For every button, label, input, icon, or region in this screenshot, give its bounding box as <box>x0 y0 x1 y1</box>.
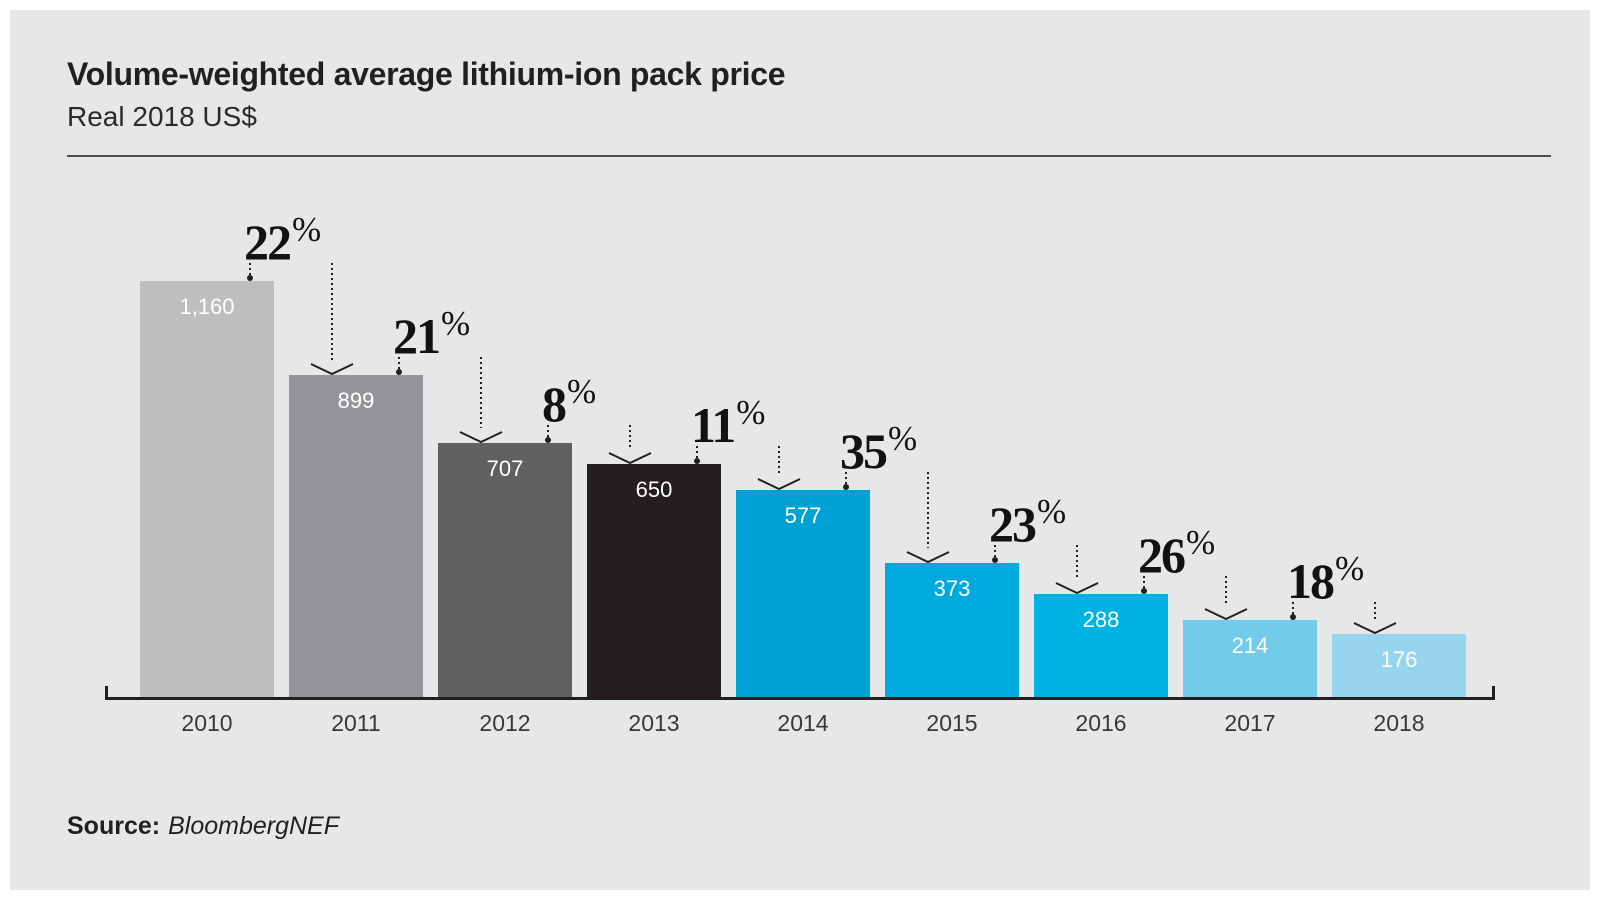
arrow-origin-dotted-line <box>696 446 698 461</box>
arrow-origin-dotted-line <box>1292 602 1294 617</box>
arrow-origin-dot <box>396 369 402 375</box>
arrow-origin-dot <box>545 437 551 443</box>
decline-arrow-dotted-line <box>629 425 631 449</box>
bar-2011 <box>289 375 423 697</box>
decline-arrow-dotted-line <box>927 472 929 548</box>
arrow-origin-dot <box>843 484 849 490</box>
decline-arrowhead-icon <box>1055 581 1099 595</box>
bar-value-label: 1,160 <box>179 294 235 319</box>
x-axis-label-2012: 2012 <box>479 710 531 736</box>
pct-change-value: 21 <box>393 308 441 364</box>
pct-change-value: 18 <box>1287 553 1335 609</box>
bar-2010 <box>140 281 274 697</box>
pct-change-label: 8% <box>542 374 596 429</box>
arrow-origin-dot <box>694 458 700 464</box>
decline-arrowhead-icon <box>459 430 503 444</box>
decline-arrowhead-icon <box>310 362 354 376</box>
percent-sign: % <box>736 393 766 432</box>
pct-change-label: 23% <box>989 494 1066 549</box>
x-axis-label-2010: 2010 <box>181 710 233 736</box>
arrow-origin-dot <box>247 275 253 281</box>
x-axis-label-2016: 2016 <box>1075 710 1127 736</box>
pct-change-label: 11% <box>691 395 765 450</box>
source-label: Source: <box>67 812 161 840</box>
bar-value-label: 899 <box>337 388 375 413</box>
arrow-origin-dotted-line <box>1143 576 1145 591</box>
bar-value-label: 288 <box>1082 607 1120 632</box>
pct-change-value: 23 <box>989 496 1037 552</box>
decline-arrow-dotted-line <box>1076 545 1078 579</box>
percent-sign: % <box>292 210 322 249</box>
decline-arrow-dotted-line <box>331 263 333 360</box>
pct-change-value: 35 <box>840 423 888 479</box>
pct-change-label: 18% <box>1287 551 1364 606</box>
bar-value-label: 176 <box>1380 647 1418 672</box>
bar-value-label: 214 <box>1231 633 1269 658</box>
pct-change-value: 22 <box>244 214 292 270</box>
arrow-origin-dotted-line <box>249 263 251 278</box>
arrow-origin-dot <box>1290 614 1296 620</box>
x-axis-left-end-tick <box>105 686 108 698</box>
decline-arrow-dotted-line <box>1374 602 1376 619</box>
x-axis-right-end-tick <box>1492 686 1495 698</box>
bar-2017 <box>1183 620 1317 697</box>
x-axis-label-2011: 2011 <box>331 710 381 736</box>
decline-arrow-dotted-line <box>480 357 482 428</box>
arrow-origin-dot <box>992 557 998 563</box>
arrow-origin-dot <box>1141 588 1147 594</box>
pct-change-label: 22% <box>244 212 321 267</box>
percent-sign: % <box>1335 549 1365 588</box>
header-divider <box>67 155 1551 157</box>
bar-2015 <box>885 563 1019 697</box>
x-axis-label-2017: 2017 <box>1224 710 1276 736</box>
pct-change-label: 26% <box>1138 525 1215 580</box>
bar-2018 <box>1332 634 1466 697</box>
decline-arrowhead-icon <box>906 550 950 564</box>
percent-sign: % <box>1186 523 1216 562</box>
pct-change-label: 21% <box>393 306 470 361</box>
percent-sign: % <box>888 419 918 458</box>
bar-value-label: 650 <box>635 477 673 502</box>
bar-value-label: 373 <box>933 576 971 601</box>
arrow-origin-dotted-line <box>845 472 847 487</box>
bar-value-label: 707 <box>486 456 524 481</box>
bar-2013 <box>587 464 721 697</box>
percent-sign: % <box>567 372 597 411</box>
percent-sign: % <box>441 304 471 343</box>
arrow-origin-dotted-line <box>994 545 996 560</box>
percent-sign: % <box>1037 492 1067 531</box>
bar-2016 <box>1034 594 1168 697</box>
chart-subtitle: Real 2018 US$ <box>67 101 257 132</box>
x-axis-label-2015: 2015 <box>926 710 978 736</box>
pct-change-value: 26 <box>1138 527 1186 583</box>
x-axis-line <box>105 697 1495 700</box>
bar-value-label: 577 <box>784 503 822 528</box>
bar-2014 <box>736 490 870 697</box>
decline-arrowhead-icon <box>1204 607 1248 621</box>
decline-arrowhead-icon <box>1353 621 1397 635</box>
pct-change-label: 35% <box>840 421 917 476</box>
x-axis-label-2018: 2018 <box>1373 710 1425 736</box>
x-axis-label-2013: 2013 <box>628 710 680 736</box>
x-axis-label-2014: 2014 <box>777 710 829 736</box>
decline-arrow-dotted-line <box>778 446 780 475</box>
arrow-origin-dotted-line <box>398 357 400 372</box>
decline-arrowhead-icon <box>608 451 652 465</box>
arrow-origin-dotted-line <box>547 425 549 440</box>
chart-title: Volume-weighted average lithium-ion pack… <box>67 56 786 92</box>
decline-arrow-dotted-line <box>1225 576 1227 605</box>
decline-arrowhead-icon <box>757 477 801 491</box>
bar-2012 <box>438 443 572 697</box>
source-value: BloombergNEF <box>168 812 339 840</box>
pct-change-value: 8 <box>542 376 567 432</box>
pct-change-value: 11 <box>691 397 736 453</box>
source-line: Source: BloombergNEF <box>67 812 339 841</box>
